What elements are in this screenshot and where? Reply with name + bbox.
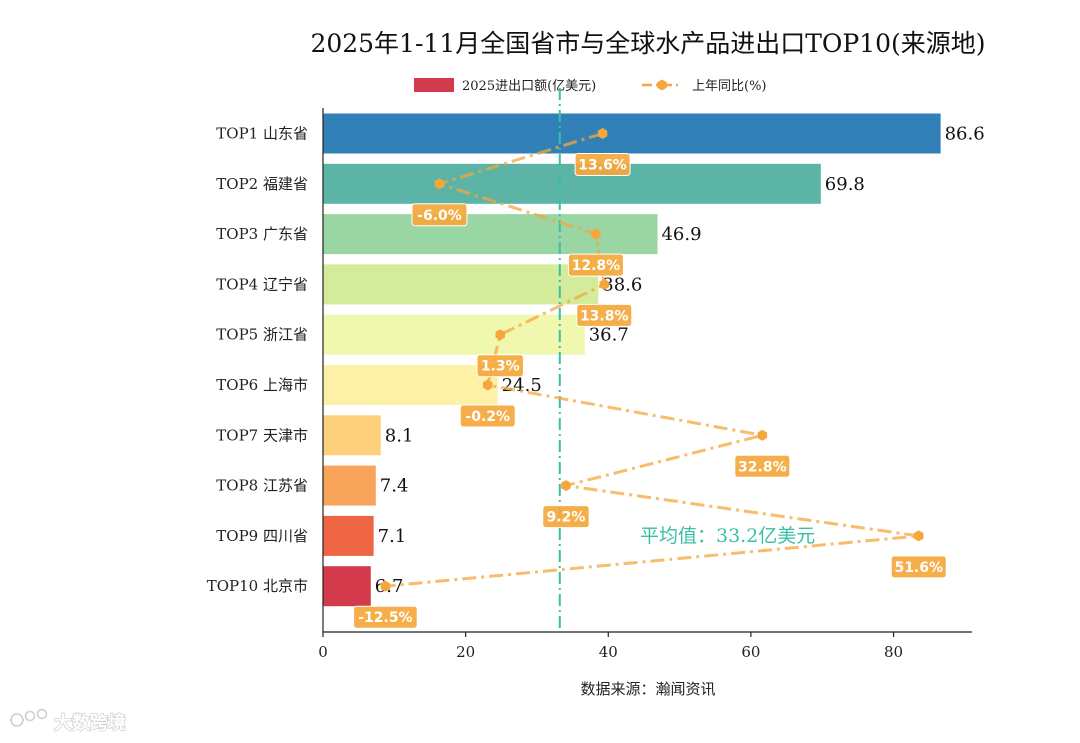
- value-labels: 86.669.846.938.636.724.58.17.47.16.7: [375, 124, 985, 598]
- yoy-labels: 13.6% -6.0% 12.8% 13.8% 1.3% -0.2% 32.8% 9.2% 51…: [353, 153, 947, 629]
- yoy-label-box-10: [353, 605, 418, 629]
- yoy-label-9: 51.6%: [894, 560, 943, 576]
- yoy-marker-4: [599, 278, 609, 290]
- yoy-marker-6: [483, 379, 493, 391]
- yoy-label-1: 13.6%: [578, 158, 627, 174]
- legend-line-label: 上年同比(%): [692, 79, 767, 94]
- bar-7: [323, 415, 381, 456]
- bar-8: [323, 465, 376, 506]
- x-tick-label-0: 0: [318, 643, 328, 661]
- category-label-8: TOP8 江苏省: [216, 477, 308, 495]
- yoy-label-7: 32.8%: [738, 459, 787, 475]
- value-label-9: 7.1: [378, 526, 407, 547]
- yoy-label-8: 9.2%: [547, 510, 586, 526]
- legend-line-marker: [657, 79, 667, 91]
- yoy-label-box-8: [542, 505, 590, 529]
- yoy-label-2: -6.0%: [417, 208, 462, 224]
- watermark: 大数跨境: [10, 708, 127, 735]
- category-label-9: TOP9 四川省: [216, 527, 308, 545]
- yoy-label-box-2: [411, 203, 468, 227]
- yoy-marker-1: [597, 128, 608, 139]
- bar-4: [323, 264, 599, 305]
- category-label-2: TOP2 福建省: [216, 175, 308, 193]
- yoy-marker-3: [591, 228, 601, 240]
- category-label-7: TOP7 天津市: [216, 426, 308, 444]
- bars-group: [323, 113, 941, 607]
- x-axis-label: 数据来源：瀚闻资讯: [580, 680, 715, 698]
- category-labels: TOP1 山东省 TOP2 福建省 TOP3 广东省 TOP4 辽宁省 TOP5 浙江省…: [207, 125, 308, 596]
- yoy-label-4: 13.8%: [580, 308, 629, 324]
- chart-title: 2025年1-11月全国省市与全球水产品进出口TOP10(来源地): [310, 29, 985, 58]
- legend-bar-swatch: [414, 78, 454, 92]
- x-axis: 0 20 40 60 80: [318, 631, 972, 661]
- yoy-line: [385, 132, 919, 588]
- category-label-1: TOP1 山东省: [216, 125, 308, 143]
- category-label-3: TOP3 广东省: [216, 225, 308, 243]
- yoy-marker-8: [561, 480, 571, 492]
- value-label-8: 7.4: [380, 476, 409, 497]
- yoy-marker-2: [434, 178, 445, 190]
- bar-10: [323, 566, 371, 607]
- x-tick-label-60: 60: [741, 643, 760, 661]
- yoy-label-box-4: [576, 303, 633, 327]
- bar-6: [323, 365, 498, 405]
- yoy-label-5: 1.3%: [481, 359, 520, 375]
- bar-2: [323, 163, 821, 204]
- x-tick-label-20: 20: [456, 643, 475, 661]
- bar-5: [323, 314, 585, 355]
- x-tick-label-40: 40: [599, 643, 618, 661]
- yoy-label-box-1: [574, 153, 631, 176]
- watermark-text: 大数跨境: [54, 712, 126, 734]
- yoy-label-box-6: [459, 404, 516, 428]
- x-ticks: 0 20 40 60 80: [318, 632, 903, 661]
- yoy-label-10: -12.5%: [358, 610, 412, 626]
- yoy-marker-9: [914, 530, 924, 542]
- value-label-3: 46.9: [661, 224, 701, 245]
- value-label-7: 8.1: [385, 425, 414, 446]
- value-label-5: 36.7: [589, 325, 629, 346]
- yoy-marker-5: [495, 329, 505, 341]
- bar-3: [323, 214, 658, 255]
- yoy-label-6: -0.2%: [465, 409, 510, 425]
- yoy-label-box-5: [476, 354, 524, 378]
- bar-9: [323, 515, 374, 556]
- legend-bar-label: 2025进出口额(亿美元): [462, 79, 596, 94]
- category-label-5: TOP5 浙江省: [216, 326, 308, 344]
- yoy-label-3: 12.8%: [572, 258, 621, 274]
- bar-1: [323, 113, 941, 154]
- x-tick-label-80: 80: [884, 643, 903, 661]
- yoy-label-box-9: [890, 555, 947, 579]
- value-label-4: 38.6: [602, 274, 642, 295]
- average-label: 平均值：33.2亿美元: [640, 525, 815, 547]
- yoy-markers: [380, 128, 924, 592]
- category-label-10: TOP10 北京市: [207, 577, 308, 595]
- yoy-label-box-7: [734, 454, 791, 478]
- category-label-4: TOP4 辽宁省: [216, 275, 308, 293]
- legend: 2025进出口额(亿美元) 上年同比(%): [414, 78, 767, 94]
- category-label-6: TOP6 上海市: [216, 376, 308, 394]
- value-label-2: 69.8: [825, 174, 865, 195]
- value-label-1: 86.6: [945, 124, 985, 145]
- yoy-marker-10: [380, 580, 391, 592]
- yoy-marker-7: [757, 429, 768, 441]
- yoy-label-box-3: [567, 253, 624, 277]
- watermark-logo-icon: [10, 708, 48, 727]
